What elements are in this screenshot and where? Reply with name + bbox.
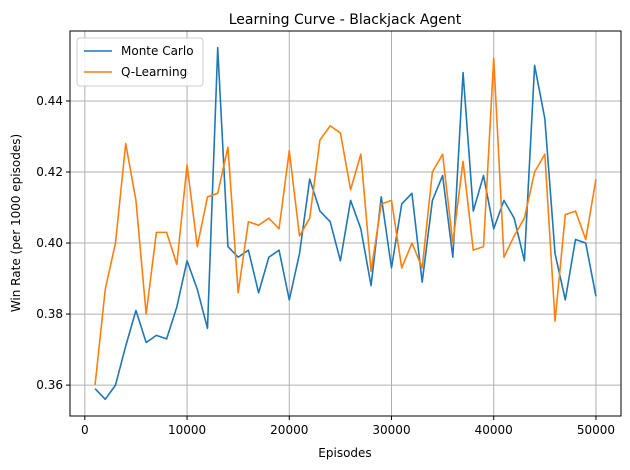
legend-label-q-learning: Q-Learning xyxy=(121,65,187,79)
y-axis-label: Win Rate (per 1000 episodes) xyxy=(9,134,23,312)
plot-frame xyxy=(69,30,622,417)
x-tick-label: 10000 xyxy=(168,423,206,437)
chart-title: Learning Curve - Blackjack Agent xyxy=(229,12,462,28)
y-axis-ticks: 0.36 0.38 0.40 0.42 0.44 xyxy=(36,94,70,392)
x-tick-label: 0 xyxy=(81,423,89,437)
x-tick-label: 50000 xyxy=(577,423,615,437)
y-tick-label: 0.38 xyxy=(36,307,63,321)
legend: Monte Carlo Q-Learning xyxy=(76,37,204,87)
y-tick-label: 0.36 xyxy=(36,378,63,392)
series-line-monte-carlo xyxy=(94,46,597,401)
x-tick-label: 40000 xyxy=(475,423,513,437)
x-axis-label: Episodes xyxy=(318,446,371,460)
y-tick-label: 0.44 xyxy=(36,94,63,108)
y-tick-label: 0.40 xyxy=(36,236,63,250)
legend-box xyxy=(76,37,204,87)
legend-label-monte-carlo: Monte Carlo xyxy=(121,44,194,58)
series-lines xyxy=(94,46,597,401)
series-line-q-learning xyxy=(94,57,597,386)
y-tick-label: 0.42 xyxy=(36,165,63,179)
x-tick-label: 20000 xyxy=(270,423,308,437)
x-tick-label: 30000 xyxy=(372,423,410,437)
x-axis-ticks: 0 10000 20000 30000 40000 50000 xyxy=(81,416,615,437)
